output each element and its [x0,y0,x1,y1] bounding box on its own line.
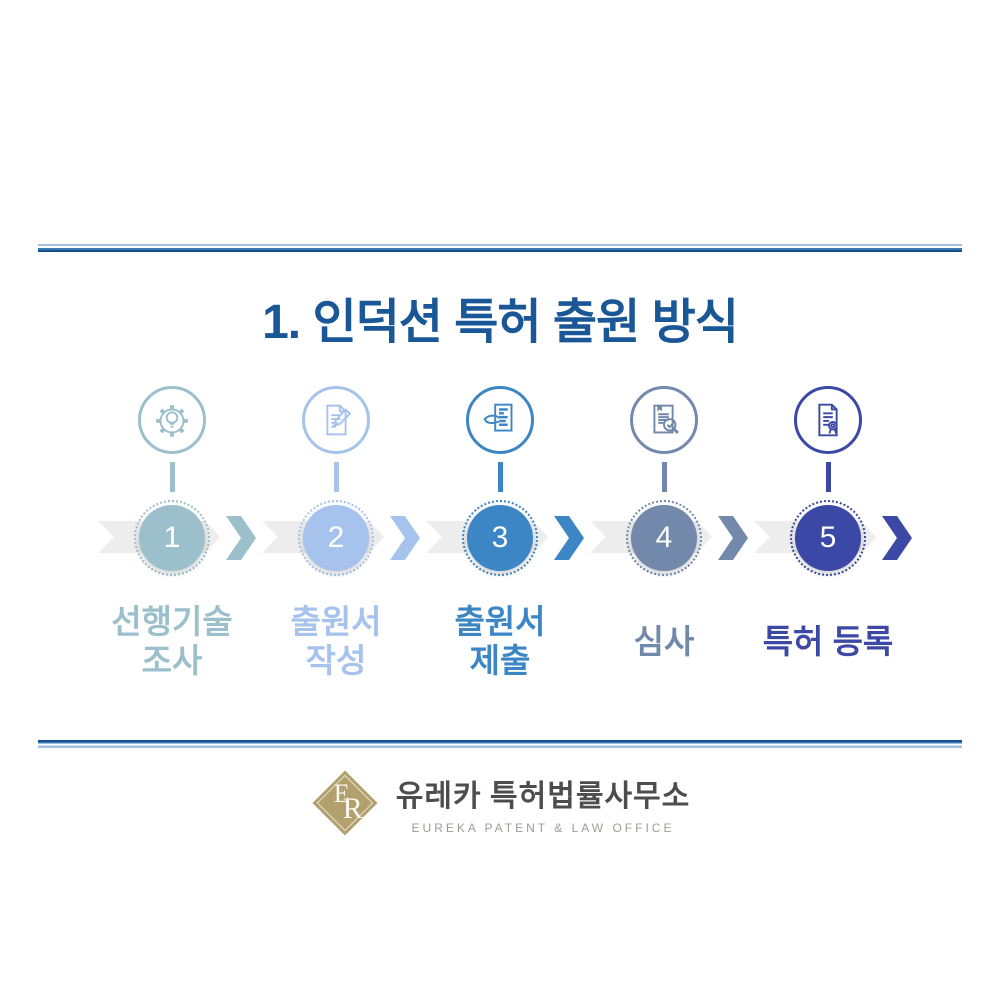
step-label-line: 출원서 [290,603,382,640]
document-submit-icon [483,403,513,432]
logo-diamond: E R [310,768,380,838]
firm-name-english: EUREKA PATENT & LAW OFFICE [411,821,675,835]
step-icon-circle [302,386,370,454]
step-label-line: 조사 [141,642,203,679]
connector-line [497,462,503,492]
step-number-circle: 4 [626,500,702,576]
footer-logo: E R 유레카 특허법률사무소 EUREKA PATENT & LAW OFFI… [0,768,1000,838]
next-chevron [882,516,912,560]
step-number-row: 2 [254,500,420,576]
process-step-2: 2 출원서 작성 [254,386,420,680]
next-chevron [226,516,256,560]
step-label: 출원서 제출 [418,602,582,680]
step-number-circle: 5 [790,500,866,576]
step-number: 2 [327,521,345,554]
process-step-4: 4 심사 [582,386,748,680]
step-number-row: 4 [582,500,748,576]
next-chevron [554,516,584,560]
step-number-circle: 2 [298,500,374,576]
step-number-circle: 1 [134,500,210,576]
page-title: 1. 인덕션 특허 출원 방식 [262,296,739,349]
connector-line [169,462,175,492]
step-label: 특허 등록 [746,602,910,680]
step-icon-circle [138,386,206,454]
step-label-line: 선행기술 [111,603,233,640]
step-number: 1 [163,521,181,554]
next-chevron [718,516,748,560]
next-chevron [390,516,420,560]
bottom-divider [38,740,962,748]
step-number-row: 1 [90,500,256,576]
step-label: 심사 [582,602,746,680]
step-number: 5 [819,521,837,554]
connector-line [333,462,339,492]
step-label-line: 특허 등록 [762,622,894,660]
step-label-line: 심사 [633,622,695,660]
monogram-letter-r: R [342,792,363,825]
step-label-line: 출원서 [454,603,546,640]
firm-name-block: 유레카 특허법률사무소 EUREKA PATENT & LAW OFFICE [396,771,691,835]
gear-lightbulb-icon [156,405,188,437]
step-number-circle: 3 [462,500,538,576]
step-label: 선행기술 조사 [90,602,254,680]
document-pencil-icon [326,404,351,436]
step-number-row: 3 [418,500,584,576]
top-divider [38,244,962,252]
step-number: 4 [655,521,673,554]
process-step-1: 1 선행기술 조사 [90,386,256,680]
step-icon-circle [794,386,862,454]
step-label-line: 제출 [469,642,531,679]
process-step-3: 3 출원서 제출 [418,386,584,680]
monogram-letter-e: E [333,779,350,808]
step-label-line: 작성 [305,642,367,679]
process-steps: 1 선행기술 조사 2 [90,386,912,680]
step-number-row: 5 [746,500,912,576]
step-label: 출원서 작성 [254,602,418,680]
firm-name-korean: 유레카 특허법률사무소 [395,780,691,813]
connector-line [661,462,667,492]
document-check-icon [653,404,679,434]
connector-line [825,462,831,492]
step-icon-circle [466,386,534,454]
step-icon-circle [630,386,698,454]
process-step-5: 5 특허 등록 [746,386,912,680]
certificate-icon [818,403,838,437]
step-number: 3 [491,521,509,554]
